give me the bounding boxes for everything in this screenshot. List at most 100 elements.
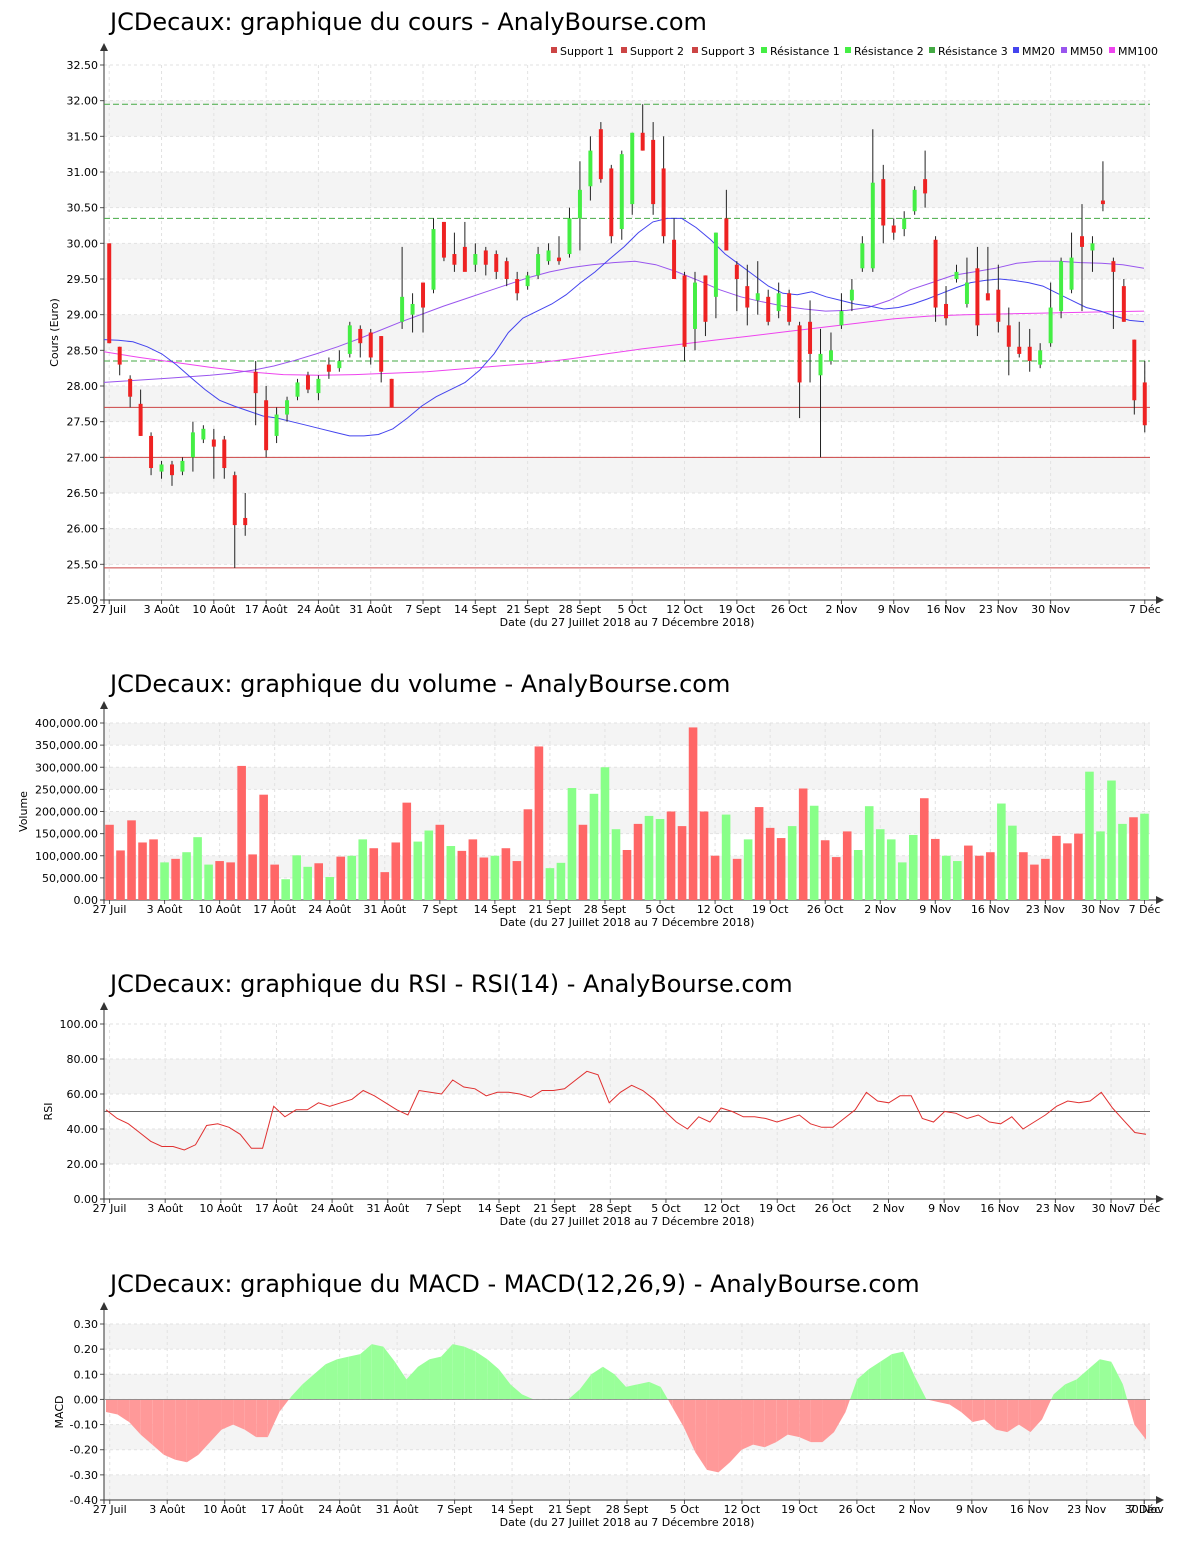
y-tick-label: 40.00	[67, 1123, 99, 1136]
macd-negative-area	[117, 1399, 130, 1423]
macd-positive-area	[475, 1351, 488, 1400]
candle-body	[839, 311, 844, 326]
candle-body	[651, 139, 656, 205]
x-tick-label: 21 Sept	[529, 903, 572, 916]
x-tick-label: 5 Oct	[645, 903, 675, 916]
volume-bar	[138, 842, 147, 900]
macd-positive-area	[1099, 1359, 1112, 1400]
rsi-chart-title: JCDecaux: graphique du RSI - RSI(14) - A…	[110, 970, 793, 998]
volume-bar	[171, 858, 180, 900]
x-tick-label: 24 Août	[311, 1202, 355, 1215]
volume-bar	[754, 807, 764, 900]
candle-body	[337, 361, 342, 369]
volume-bar	[204, 864, 213, 900]
x-tick-label: 14 Sept	[491, 1503, 534, 1516]
volume-bar	[490, 855, 500, 900]
grid-band	[104, 243, 1150, 279]
macd-positive-area	[614, 1374, 626, 1400]
volume-bar	[160, 862, 169, 900]
candle-body	[546, 250, 551, 262]
x-tick-label: 26 Oct	[839, 1503, 876, 1516]
x-tick-label: 3 Août	[144, 603, 181, 616]
x-tick-label: 12 Oct	[697, 903, 734, 916]
macd-negative-area	[1134, 1399, 1146, 1440]
y-tick-label: 400,000.00	[35, 717, 98, 730]
macd-positive-area	[418, 1359, 430, 1400]
x-tick-label: 23 Nov	[979, 603, 1018, 616]
candle-body	[483, 250, 488, 265]
x-tick-label: 26 Oct	[807, 903, 844, 916]
x-tick-label: 12 Oct	[666, 603, 703, 616]
y-tick-label: 0.00	[74, 894, 99, 907]
volume-bar	[105, 824, 114, 900]
candle-body	[149, 435, 154, 469]
x-tick-label: 23 Nov	[1026, 903, 1065, 916]
candle-body	[693, 282, 697, 329]
x-axis-arrow	[1156, 896, 1164, 904]
rsi-chart: 0.00 20.00 40.00 60.00 80.00 100.00 27 Juil 3 A…	[42, 1002, 1164, 1228]
volume-bar	[248, 854, 257, 900]
macd-negative-area	[152, 1399, 164, 1455]
candle-body	[609, 168, 614, 237]
candle-body	[410, 303, 415, 315]
volume-bar	[633, 823, 643, 900]
macd-negative-area	[267, 1399, 280, 1438]
legend-label: Support 2	[630, 45, 684, 58]
volume-bar	[292, 855, 301, 900]
candle-body	[170, 464, 174, 476]
x-tick-label: 17 Août	[261, 1503, 305, 1516]
macd-positive-area	[360, 1344, 372, 1400]
x-tick-label: 17 Août	[245, 603, 289, 616]
macd-negative-area	[730, 1399, 742, 1463]
macd-positive-area	[868, 1361, 881, 1400]
volume-bar	[864, 806, 874, 900]
candle-body	[944, 303, 949, 319]
mm50-line	[103, 260, 1145, 383]
x-tick-label: 31 Août	[363, 903, 407, 916]
volume-bar	[1129, 817, 1138, 900]
candle-body	[923, 179, 928, 194]
volume-bar	[545, 868, 555, 900]
candle-body	[975, 268, 980, 326]
macd-negative-area	[106, 1399, 118, 1415]
grid-band	[104, 811, 1150, 834]
volume-bar	[1041, 858, 1050, 900]
macd-negative-area	[995, 1399, 1008, 1433]
candle-body	[1090, 243, 1095, 251]
x-tick-label: 2 Nov	[898, 1503, 930, 1516]
x-tick-label: 17 Août	[255, 1202, 299, 1215]
y-tick-label: 27.50	[67, 416, 99, 429]
macd-positive-area	[464, 1346, 476, 1400]
macd-positive-area	[498, 1369, 511, 1400]
macd-positive-area	[1122, 1384, 1128, 1400]
x-tick-label: 31 Août	[349, 603, 393, 616]
x-tick-label: 30 Nov	[1081, 903, 1120, 916]
x-tick-label: 9 Nov	[878, 603, 910, 616]
macd-positive-area	[406, 1366, 418, 1400]
candle-body	[1048, 307, 1053, 344]
macd-negative-area	[753, 1399, 765, 1448]
macd-negative-area	[799, 1399, 811, 1443]
x-tick-label: 16 Nov	[980, 1202, 1019, 1215]
y-tick-label: 26.00	[67, 523, 99, 536]
x-tick-label: 31 Août	[376, 1503, 420, 1516]
y-tick-label: 31.50	[67, 130, 99, 143]
candle-body	[180, 460, 185, 472]
volume-bar	[259, 794, 268, 900]
macd-negative-area	[683, 1399, 696, 1453]
x-tick-label: 26 Oct	[815, 1202, 852, 1215]
y-axis-title: Volume	[17, 791, 30, 832]
volume-bar	[468, 839, 478, 900]
mm100-line	[103, 310, 1145, 376]
y-tick-label: -0.40	[70, 1494, 98, 1507]
x-tick-label: 10 Août	[199, 1202, 243, 1215]
y-tick-label: -0.20	[70, 1444, 98, 1457]
candle-body	[1038, 350, 1043, 365]
macd-positive-area	[591, 1366, 603, 1400]
legend-swatch	[929, 47, 935, 53]
x-axis-title: Date (du 27 Juillet 2018 au 7 Décembre 2…	[500, 616, 755, 629]
volume-bar	[1063, 843, 1072, 900]
volume-bar	[809, 805, 819, 900]
volume-bar	[897, 862, 907, 900]
macd-positive-area	[487, 1359, 499, 1400]
